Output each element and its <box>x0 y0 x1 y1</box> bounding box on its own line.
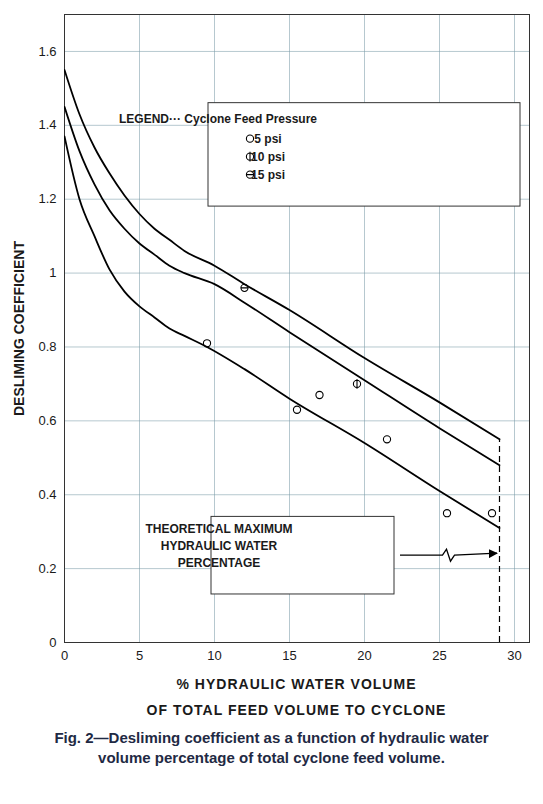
svg-text:0: 0 <box>49 635 56 650</box>
svg-text:0.8: 0.8 <box>38 339 56 354</box>
html-text:OF TOTAL FEED VOLUME TO CYCLON: OF TOTAL FEED VOLUME TO CYCLONE <box>146 702 447 718</box>
svg-text:25: 25 <box>432 648 446 663</box>
svg-text:10 psi: 10 psi <box>251 150 285 164</box>
svg-text:1.6: 1.6 <box>38 44 56 59</box>
svg-text:15 psi: 15 psi <box>251 168 285 182</box>
svg-text:15: 15 <box>282 648 296 663</box>
html-text:Fig. 2—Desliming coefficient a: Fig. 2—Desliming coefficient as a functi… <box>54 729 489 766</box>
svg-text:THEORETICAL MAXIMUM: THEORETICAL MAXIMUM <box>145 522 292 536</box>
svg-text:5: 5 <box>136 648 143 663</box>
svg-text:5 psi: 5 psi <box>254 132 281 146</box>
svg-text:0.6: 0.6 <box>38 413 56 428</box>
svg-text:1.2: 1.2 <box>38 191 56 206</box>
svg-text:HYDRAULIC WATER: HYDRAULIC WATER <box>161 539 278 553</box>
svg-text:PERCENTAGE: PERCENTAGE <box>178 556 260 570</box>
svg-text:DESLIMING COEFFICIENT: DESLIMING COEFFICIENT <box>11 241 27 416</box>
svg-text:0.2: 0.2 <box>38 561 56 576</box>
svg-text:LEGEND··· Cyclone Feed Pressur: LEGEND··· Cyclone Feed Pressure <box>119 112 317 126</box>
svg-text:20: 20 <box>357 648 371 663</box>
svg-text:1: 1 <box>49 265 56 280</box>
svg-text:30: 30 <box>507 648 521 663</box>
svg-text:1.4: 1.4 <box>38 117 56 132</box>
svg-text:10: 10 <box>207 648 221 663</box>
html-text:% HYDRAULIC WATER VOLUME: % HYDRAULIC WATER VOLUME <box>176 676 417 692</box>
svg-text:0.4: 0.4 <box>38 487 56 502</box>
svg-text:0: 0 <box>61 648 68 663</box>
